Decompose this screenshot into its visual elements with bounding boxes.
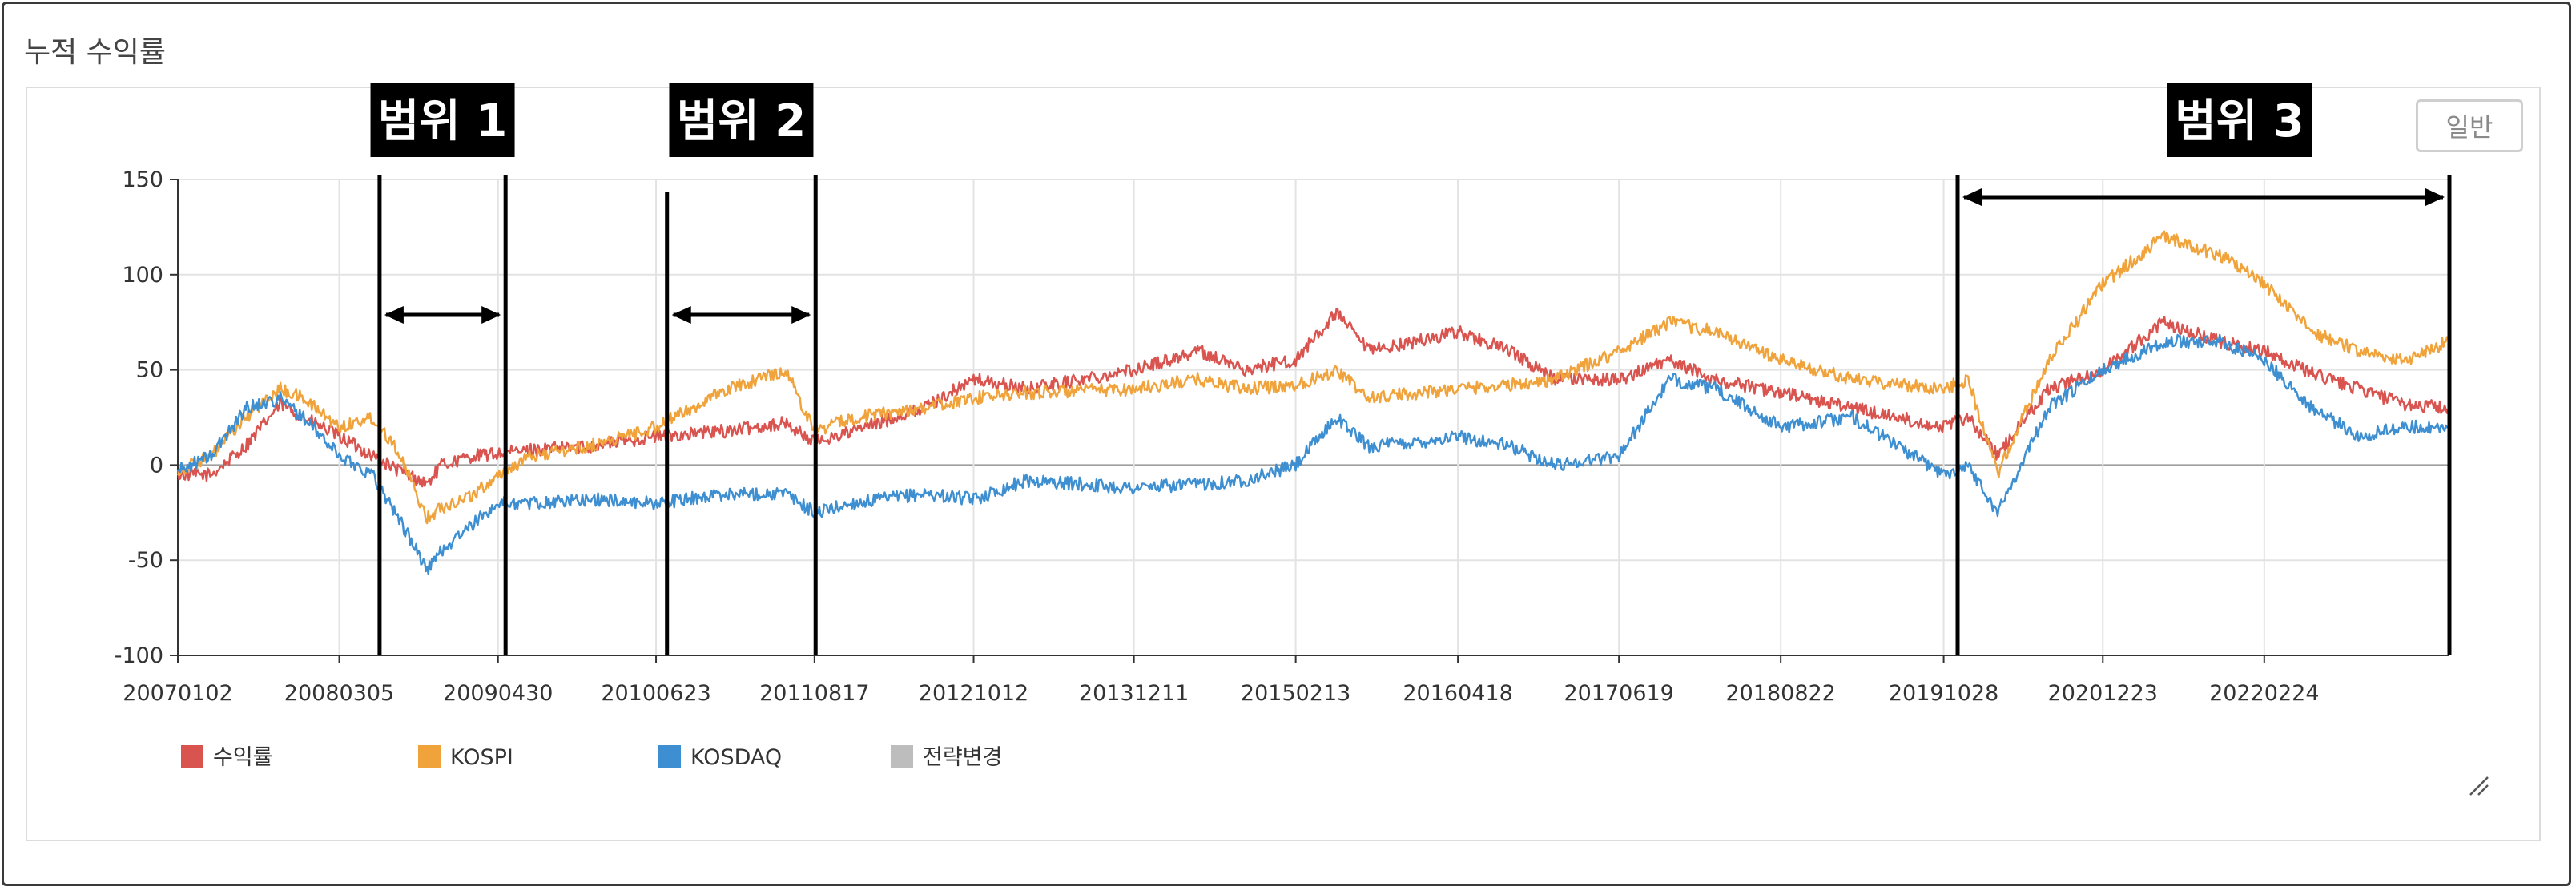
range-label: 범위 2 (677, 95, 807, 147)
range-label-box (2167, 83, 2312, 157)
mode-toggle-button[interactable]: 일반 (2416, 99, 2523, 152)
axis-layer: 150 100 50 0 -50 -100 20070102 20080305 20090430… (115, 167, 2449, 706)
x-tick-label: 20160418 (1403, 681, 1512, 706)
x-tick-label: 20080305 (284, 681, 394, 706)
range-annotation-1: 범위 1 (370, 83, 515, 655)
range-annotation-2: 범위 2 (665, 83, 818, 655)
arrow-head-right-icon (791, 306, 811, 324)
x-tick-label: 20220224 (2209, 681, 2319, 706)
legend-swatch (418, 745, 441, 768)
grid-layer (177, 179, 2449, 656)
y-tick-label: -50 (128, 548, 163, 573)
range-label-box (669, 83, 814, 157)
series-line-kosdaq (177, 333, 2450, 575)
x-tick-label: 20131211 (1079, 681, 1189, 706)
legend-label: 수익률 (213, 745, 273, 770)
legend-swatch (181, 745, 203, 768)
y-tick-label: 150 (122, 167, 163, 192)
arrow-head-left-icon (384, 306, 404, 324)
arrow-head-right-icon (2425, 188, 2445, 206)
x-tick-label: 20170619 (1564, 681, 1673, 706)
y-tick-label: 0 (150, 453, 163, 478)
range-label-box (370, 83, 515, 157)
legend-swatch (891, 745, 913, 768)
x-tick-label: 20180822 (1725, 681, 1835, 706)
range-label: 범위 1 (378, 95, 508, 147)
resize-handle-icon[interactable] (2467, 774, 2489, 796)
legend-label: KOSPI (450, 745, 513, 770)
y-tick-label: -100 (115, 643, 163, 668)
annotation-layer: 범위 1 범위 2 범위 3 (370, 83, 2452, 655)
series-line-kospi (176, 230, 2451, 525)
series-line-returns (176, 307, 2450, 488)
legend-layer: 수익률 KOSPI KOSDAQ 전략변경 (181, 745, 1002, 770)
range-label: 범위 3 (2175, 95, 2304, 147)
x-tick-label: 20201223 (2048, 681, 2158, 706)
legend-label: 전략변경 (923, 745, 1002, 770)
y-tick-label: 100 (122, 263, 163, 288)
legend-label: KOSDAQ (690, 745, 782, 770)
x-tick-label: 20070102 (123, 681, 232, 706)
x-tick-label: 20121012 (919, 681, 1028, 706)
x-tick-label: 20150213 (1241, 681, 1350, 706)
x-tick-label: 20100623 (601, 681, 710, 706)
arrow-head-right-icon (481, 306, 501, 324)
x-tick-label: 20191028 (1889, 681, 1998, 706)
range-annotation-3: 범위 3 (1955, 83, 2452, 655)
legend-swatch (658, 745, 681, 768)
x-tick-label: 20090430 (443, 681, 553, 706)
y-tick-label: 50 (136, 358, 163, 383)
arrow-head-left-icon (1962, 188, 1982, 206)
series-layer (176, 230, 2451, 575)
arrow-head-left-icon (671, 306, 691, 324)
x-tick-label: 20110817 (759, 681, 869, 706)
section-title: 누적 수익률 (24, 36, 167, 69)
